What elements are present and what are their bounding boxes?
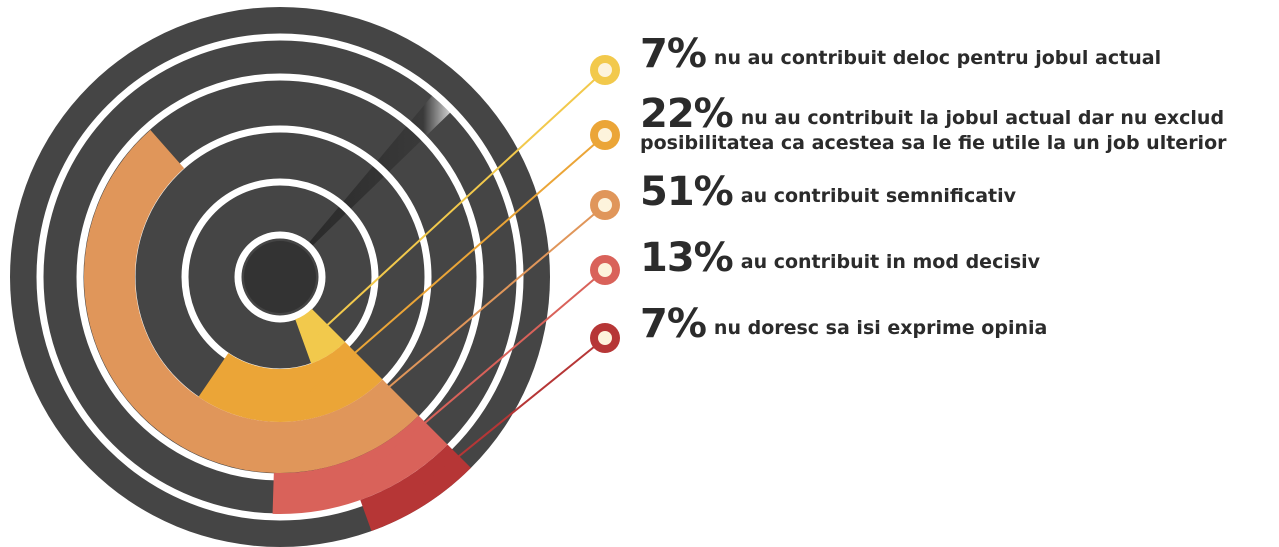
legend-item: 7% nu au contribuit deloc pentru jobul ac… (640, 34, 1275, 74)
percent-label: 51% (640, 169, 734, 215)
segment (360, 444, 471, 532)
segment (83, 129, 419, 474)
percent-label: 13% (640, 235, 734, 281)
legend-item: 13% au contribuit in mod decisiv (640, 238, 1275, 278)
connector (310, 134, 606, 393)
connector (415, 337, 606, 492)
description: nu doresc sa isi exprime opinia (713, 317, 1048, 339)
center-disc (244, 241, 316, 313)
legend-item: 51% au contribuit semnificativ (640, 172, 1275, 212)
percent-label: 7% (640, 301, 707, 347)
connector (323, 204, 606, 443)
percent-label: 7% (640, 31, 707, 77)
description: au contribuit semnificativ (740, 185, 1017, 207)
description: nu au contribuit deloc pentru jobul actu… (713, 47, 1162, 69)
legend-dot-inner (598, 331, 612, 345)
segment (295, 308, 346, 364)
description: nu au contribuit la jobul actual dar nu … (640, 107, 1227, 154)
legend-item: 7% nu doresc sa isi exprime opinia (640, 304, 1275, 344)
legend-dot-inner (598, 263, 612, 277)
ring-separator (234, 231, 326, 323)
connector (316, 69, 606, 336)
percent-label: 22% (640, 91, 734, 137)
segment (198, 342, 383, 423)
legend-dot-inner (598, 198, 612, 212)
description: au contribuit in mod decisiv (740, 251, 1041, 273)
legend-dot-inner (598, 63, 612, 77)
legend-item: 22% nu au contribuit la jobul actual dar … (640, 94, 1275, 156)
legend-dot-inner (598, 128, 612, 142)
connector (359, 269, 606, 480)
